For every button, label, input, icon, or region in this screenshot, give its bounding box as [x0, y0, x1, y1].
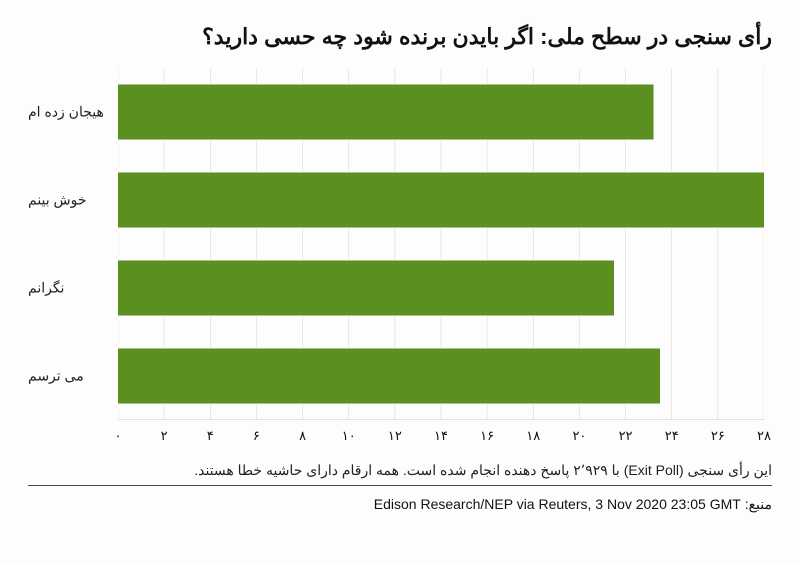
x-tick: ۱۰	[342, 428, 356, 444]
x-tick: ۲۲	[619, 428, 633, 444]
source-value: Edison Research/NEP via Reuters, 3 Nov 2…	[374, 496, 741, 512]
category-label: می ترسم	[28, 368, 114, 385]
x-tick: ۱۶	[480, 428, 494, 444]
category-label: خوش بینم	[28, 192, 114, 209]
y-axis-labels: هیجان زده ام خوش بینم نگرانم می ترسم	[28, 68, 114, 420]
x-tick: ۶	[253, 428, 260, 444]
chart-footnote: این رأی سنجی (Exit Poll) با ۲٬۹۲۹ پاسخ د…	[28, 462, 772, 486]
x-tick: ۱۸	[526, 428, 540, 444]
category-label: هیجان زده ام	[28, 104, 114, 121]
x-tick: ۲۴	[665, 428, 679, 444]
bar	[118, 173, 764, 228]
source-label: منبع:	[745, 496, 772, 512]
chart-source: منبع: Edison Research/NEP via Reuters, 3…	[28, 496, 772, 513]
chart-area: هیجان زده امخوش بینمنگرانممی ترسم ۰۲۴۶۸۱…	[28, 68, 772, 448]
x-tick: ۱۲	[388, 428, 402, 444]
x-axis: ۰۲۴۶۸۱۰۱۲۱۴۱۶۱۸۲۰۲۲۲۴۲۶۲۸	[118, 424, 764, 448]
chart-title: رأی سنجی در سطح ملی: اگر بایدن برنده شود…	[28, 24, 772, 50]
x-tick: ۸	[299, 428, 306, 444]
x-tick: ۲۶	[711, 428, 725, 444]
x-tick: ۰	[115, 428, 122, 444]
x-tick: ۲۰	[572, 428, 586, 444]
bar	[118, 261, 614, 316]
bar	[118, 349, 660, 404]
x-tick: ۴	[207, 428, 214, 444]
plot-area	[118, 68, 764, 420]
x-tick: ۱۴	[434, 428, 448, 444]
bar	[118, 85, 653, 140]
category-label: نگرانم	[28, 280, 114, 297]
x-tick: ۲	[161, 428, 168, 444]
x-tick: ۲۸	[757, 428, 771, 444]
